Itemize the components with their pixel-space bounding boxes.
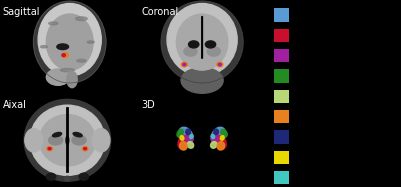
- Ellipse shape: [67, 71, 77, 88]
- Ellipse shape: [184, 47, 197, 56]
- FancyBboxPatch shape: [274, 69, 289, 83]
- Ellipse shape: [181, 62, 187, 67]
- Ellipse shape: [211, 134, 215, 139]
- Ellipse shape: [183, 63, 186, 66]
- Ellipse shape: [190, 134, 193, 139]
- Text: Anterior amygdaloid area: Anterior amygdaloid area: [292, 153, 401, 162]
- Text: Cortico-amygdaloid transition area: Cortico-amygdaloid transition area: [292, 132, 401, 142]
- FancyBboxPatch shape: [274, 29, 289, 42]
- Ellipse shape: [47, 69, 70, 85]
- Text: Sagittal: Sagittal: [3, 7, 40, 16]
- Text: Central nucleus: Central nucleus: [292, 51, 360, 60]
- FancyBboxPatch shape: [274, 110, 289, 123]
- Text: Accessory basal nucleus: Accessory basal nucleus: [292, 112, 398, 121]
- Ellipse shape: [205, 41, 216, 48]
- Ellipse shape: [47, 14, 93, 70]
- Ellipse shape: [215, 136, 226, 149]
- Ellipse shape: [47, 147, 53, 151]
- Ellipse shape: [177, 129, 183, 137]
- Ellipse shape: [79, 173, 88, 180]
- Text: Medial nucleus: Medial nucleus: [292, 71, 357, 80]
- Text: 3D: 3D: [142, 100, 155, 110]
- Ellipse shape: [221, 129, 227, 137]
- FancyBboxPatch shape: [274, 130, 289, 144]
- Ellipse shape: [92, 129, 110, 152]
- Ellipse shape: [181, 68, 223, 93]
- Ellipse shape: [39, 114, 95, 166]
- FancyBboxPatch shape: [274, 151, 289, 164]
- Text: Aixal: Aixal: [3, 100, 26, 110]
- FancyBboxPatch shape: [274, 49, 289, 62]
- Ellipse shape: [62, 54, 65, 56]
- Ellipse shape: [219, 63, 221, 66]
- Ellipse shape: [77, 59, 86, 62]
- Ellipse shape: [61, 68, 74, 72]
- FancyBboxPatch shape: [274, 90, 289, 103]
- Ellipse shape: [167, 4, 237, 76]
- Ellipse shape: [49, 22, 58, 25]
- Ellipse shape: [186, 129, 190, 135]
- Ellipse shape: [180, 136, 184, 140]
- FancyBboxPatch shape: [274, 8, 289, 22]
- Text: Lateral nucleus: Lateral nucleus: [292, 10, 358, 19]
- Ellipse shape: [211, 142, 217, 148]
- Text: Paralaminar nucleus: Paralaminar nucleus: [292, 173, 380, 182]
- Ellipse shape: [47, 173, 56, 180]
- Ellipse shape: [48, 148, 51, 150]
- Ellipse shape: [217, 142, 225, 150]
- Ellipse shape: [84, 148, 87, 150]
- FancyBboxPatch shape: [274, 171, 289, 184]
- Ellipse shape: [38, 4, 101, 76]
- Ellipse shape: [53, 132, 62, 137]
- Ellipse shape: [217, 62, 223, 67]
- Ellipse shape: [82, 147, 88, 151]
- Ellipse shape: [187, 142, 194, 148]
- Ellipse shape: [25, 129, 43, 152]
- Ellipse shape: [186, 133, 193, 143]
- Text: Coronal: Coronal: [142, 7, 179, 16]
- Ellipse shape: [33, 1, 106, 83]
- Text: Basal nucleus: Basal nucleus: [292, 31, 352, 40]
- Ellipse shape: [72, 136, 86, 145]
- Ellipse shape: [178, 136, 189, 149]
- Ellipse shape: [57, 44, 69, 50]
- Ellipse shape: [87, 41, 94, 43]
- Ellipse shape: [24, 99, 111, 181]
- Ellipse shape: [73, 132, 82, 137]
- Ellipse shape: [214, 129, 219, 135]
- Ellipse shape: [211, 127, 226, 144]
- Ellipse shape: [75, 17, 87, 21]
- Ellipse shape: [62, 53, 68, 58]
- Ellipse shape: [188, 41, 199, 48]
- Ellipse shape: [30, 105, 105, 175]
- Ellipse shape: [66, 136, 69, 144]
- Ellipse shape: [178, 127, 193, 144]
- Ellipse shape: [176, 14, 228, 70]
- Ellipse shape: [49, 136, 63, 145]
- Ellipse shape: [220, 136, 224, 140]
- Text: Cortical nucleus: Cortical nucleus: [292, 92, 362, 101]
- Ellipse shape: [41, 46, 47, 48]
- Ellipse shape: [180, 142, 187, 150]
- Ellipse shape: [65, 176, 70, 181]
- Ellipse shape: [207, 47, 220, 56]
- Ellipse shape: [211, 133, 218, 143]
- Ellipse shape: [161, 1, 243, 83]
